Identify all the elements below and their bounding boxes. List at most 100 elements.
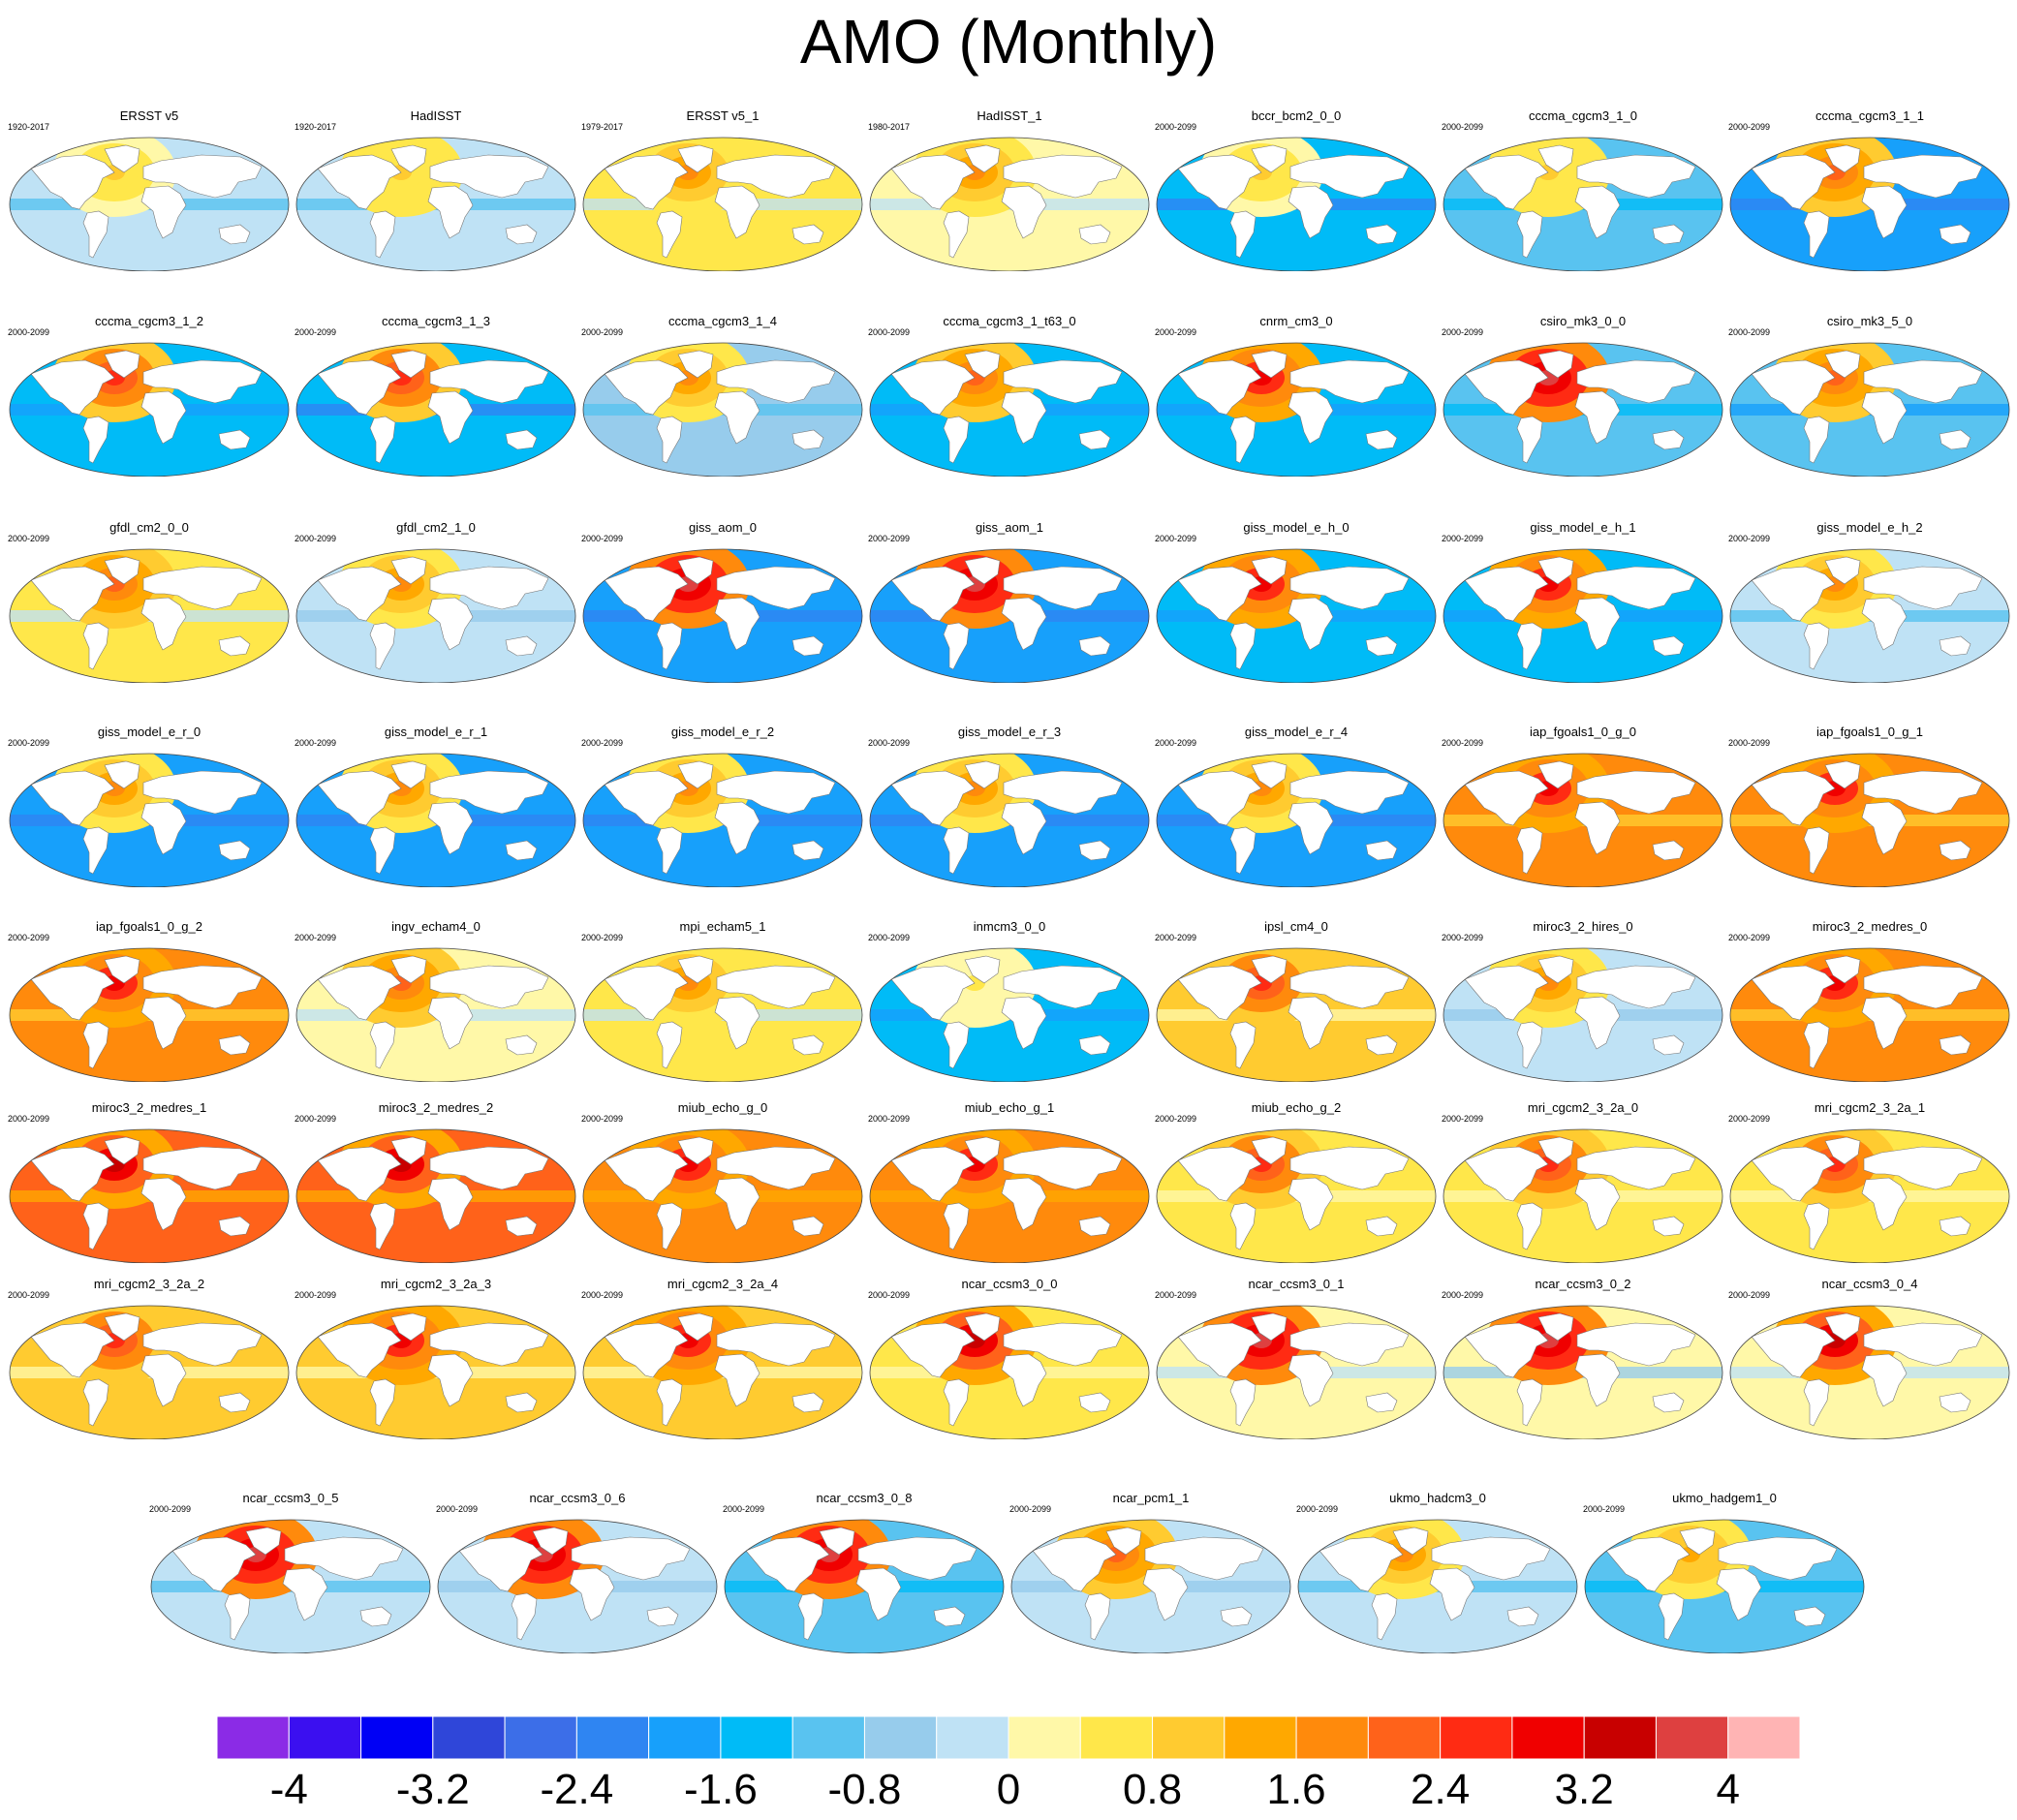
panel-period: 2000-2099 [581,327,624,337]
world-map [1010,1519,1291,1653]
panel-title: ukmo_hadgem1_0 [1672,1491,1777,1505]
map-border [150,1519,431,1653]
colorbar-swatch [216,1715,290,1760]
panel-period: 2000-2099 [868,1290,911,1300]
continent-outline [142,566,263,610]
map-border [1729,1128,2010,1263]
panel-period: 1920-2017 [8,122,50,132]
map-panel: mri_cgcm2_3_2a_2 2000-2099 [8,1277,291,1439]
continent-outline [390,144,427,173]
continent-outline [797,1592,824,1641]
continent-outline [369,622,396,670]
continent-outline [677,144,714,173]
continent-outline [505,635,538,657]
map-border [869,753,1150,887]
continent-outline [1288,185,1334,239]
panel-title: ncar_ccsm3_0_8 [816,1491,913,1505]
continent-outline [1288,1353,1334,1407]
panel-title: giss_model_e_r_3 [957,725,1062,739]
map-border [295,342,576,477]
world-map [582,548,863,683]
world-map [582,947,863,1082]
panel-period: 2000-2099 [581,933,624,942]
colorbar-tick-label: -2.4 [540,1766,614,1813]
continent-outline [1824,1136,1861,1165]
continent-outline [1863,1146,1983,1190]
continent-outline [1177,770,1262,826]
continent-outline [1652,840,1685,861]
continent-outline [1289,770,1410,815]
map-border [869,947,1150,1082]
continent-outline [1251,760,1288,789]
continent-outline [1751,965,1836,1021]
continent-outline [1177,566,1262,622]
continent-outline [532,1527,569,1556]
continent-outline [1516,1202,1543,1250]
map-panel: gfdl_cm2_0_0 2000-2099 [8,520,291,683]
continent-outline [218,1392,251,1413]
colorbar-swatch [575,1715,650,1760]
map-border [295,1305,576,1439]
continent-outline [1803,1378,1830,1427]
continent-outline [317,965,402,1021]
continent-outline [429,566,549,610]
panel-period: 2000-2099 [295,738,337,748]
world-map [437,1519,718,1653]
panel-title: giss_model_e_h_1 [1530,520,1636,535]
panel-title: cccma_cgcm3_1_1 [1815,108,1924,123]
colorbar-swatch [1367,1715,1442,1760]
panel-title: giss_aom_1 [975,520,1044,535]
continent-outline [1365,429,1398,450]
continent-outline [104,350,140,379]
map-panel: inmcm3_0_0 2000-2099 [868,919,1151,1082]
colorbar-swatch [936,1715,1009,1760]
panel-period: 2000-2099 [1442,1114,1484,1124]
panel-title: miub_echo_g_1 [964,1100,1055,1115]
map-panel: mri_cgcm2_3_2a_4 2000-2099 [581,1277,864,1439]
map-panel: ncar_ccsm3_0_4 2000-2099 [1728,1277,2011,1439]
continent-outline [1516,1378,1543,1427]
world-map [869,342,1150,477]
panel-period: 2000-2099 [149,1504,192,1514]
world-map [1443,137,1723,271]
continent-outline [1863,770,1983,815]
continent-outline [943,416,970,464]
map-panel: ncar_ccsm3_0_2 2000-2099 [1442,1277,1724,1439]
map-panel: iap_fgoals1_0_g_0 2000-2099 [1442,725,1724,887]
map-border [295,137,576,271]
world-map [1156,548,1437,683]
map-panel: csiro_mk3_0_0 2000-2099 [1442,314,1724,477]
continent-outline [714,597,760,651]
world-map [1443,947,1723,1082]
continent-outline [30,1322,115,1378]
map-border [437,1519,718,1653]
continent-outline [1716,1567,1762,1621]
continent-outline [890,359,976,416]
map-panel: giss_model_e_r_1 2000-2099 [295,725,577,887]
colorbar-swatch [1727,1715,1801,1760]
world-map [582,1305,863,1439]
continent-outline [369,1378,396,1427]
continent-outline [104,1312,140,1342]
continent-outline [1576,770,1696,815]
continent-outline [1177,1146,1262,1202]
panel-title: ipsl_cm4_0 [1264,919,1328,934]
continent-outline [964,144,1001,173]
continent-outline [82,210,109,259]
continent-outline [677,760,714,789]
continent-outline [791,635,824,657]
colorbar-swatch [1440,1715,1513,1760]
continent-outline [1824,760,1861,789]
continent-outline [1751,566,1836,622]
map-panel: cnrm_cm3_0 2000-2099 [1155,314,1438,477]
continent-outline [390,955,427,984]
panel-period: 2000-2099 [1728,327,1771,337]
continent-outline [791,1034,824,1056]
panel-period: 2000-2099 [1009,1504,1052,1514]
continent-outline [284,1536,404,1581]
continent-outline [1576,359,1696,404]
map-panel: miroc3_2_medres_1 2000-2099 [8,1100,291,1263]
continent-outline [716,1322,836,1367]
continent-outline [1177,1322,1262,1378]
panel-period: 2000-2099 [1155,738,1197,748]
